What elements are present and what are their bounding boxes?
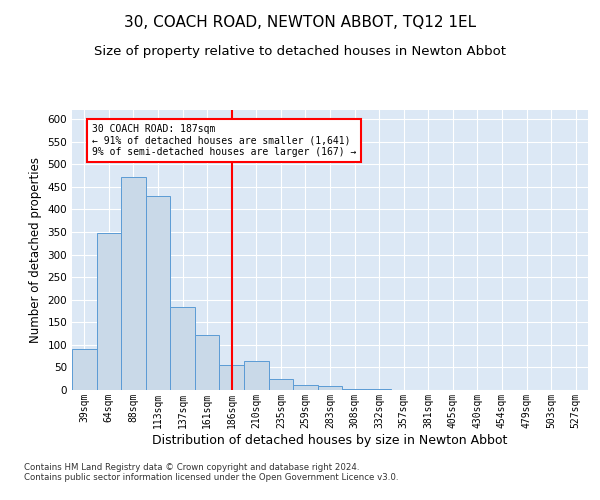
Text: Contains HM Land Registry data © Crown copyright and database right 2024.
Contai: Contains HM Land Registry data © Crown c… xyxy=(24,463,398,482)
Bar xyxy=(72,350,97,390)
Text: 30, COACH ROAD, NEWTON ABBOT, TQ12 1EL: 30, COACH ROAD, NEWTON ABBOT, TQ12 1EL xyxy=(124,15,476,30)
Bar xyxy=(342,388,367,390)
Bar xyxy=(195,335,220,390)
Bar xyxy=(170,308,195,390)
Bar xyxy=(244,360,269,390)
Y-axis label: Number of detached properties: Number of detached properties xyxy=(29,157,42,343)
Bar xyxy=(269,379,293,390)
Bar xyxy=(220,365,244,390)
Bar xyxy=(97,233,121,390)
Bar xyxy=(367,389,391,390)
Bar xyxy=(121,177,146,390)
Bar xyxy=(318,386,342,390)
Bar xyxy=(293,385,318,390)
Text: Size of property relative to detached houses in Newton Abbot: Size of property relative to detached ho… xyxy=(94,45,506,58)
Bar xyxy=(146,196,170,390)
Text: 30 COACH ROAD: 187sqm
← 91% of detached houses are smaller (1,641)
9% of semi-de: 30 COACH ROAD: 187sqm ← 91% of detached … xyxy=(92,124,356,156)
X-axis label: Distribution of detached houses by size in Newton Abbot: Distribution of detached houses by size … xyxy=(152,434,508,446)
